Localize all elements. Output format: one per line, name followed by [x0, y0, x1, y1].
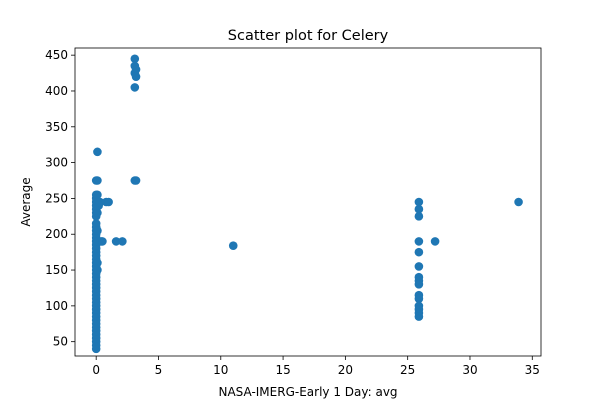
data-point	[111, 237, 121, 246]
y-tick-label: 200	[45, 227, 68, 241]
data-point	[93, 265, 102, 275]
x-tick-label: 15	[275, 363, 290, 377]
x-axis-ticks: 0 5 10 15 20 25 30 35	[92, 356, 540, 377]
data-point	[93, 147, 102, 157]
data-point	[130, 83, 140, 92]
x-tick-label: 25	[400, 363, 415, 377]
y-axis-ticks: 50 100 150 200 250 300 350 400 450	[45, 48, 75, 349]
data-point	[414, 197, 424, 207]
x-tick-label: 35	[525, 363, 540, 377]
y-tick-label: 100	[45, 299, 68, 313]
y-tick-label: 450	[45, 48, 68, 62]
data-point	[93, 226, 102, 235]
x-tick-label: 30	[462, 363, 477, 377]
y-tick-label: 400	[45, 84, 68, 98]
chart-title: Scatter plot for Celery	[228, 28, 389, 44]
x-axis-label: NASA-IMERG-Early 1 Day: avg	[218, 385, 397, 399]
y-tick-label: 150	[45, 263, 68, 277]
data-point	[414, 280, 424, 289]
data-point	[98, 237, 107, 246]
data-points	[91, 54, 523, 354]
data-point	[130, 54, 140, 64]
data-point	[131, 65, 141, 74]
x-tick-label: 5	[155, 363, 163, 377]
data-point	[131, 72, 141, 81]
y-axis-label: Average	[19, 177, 33, 226]
y-tick-label: 300	[45, 156, 68, 170]
x-tick-label: 10	[213, 363, 228, 377]
data-point	[118, 237, 127, 246]
data-point	[430, 237, 440, 246]
y-tick-label: 250	[45, 191, 68, 205]
data-point	[414, 312, 424, 321]
data-point	[95, 197, 105, 207]
data-point	[93, 258, 102, 268]
data-point	[414, 294, 424, 303]
data-point	[131, 176, 141, 185]
data-point	[514, 197, 523, 207]
data-point	[228, 241, 238, 250]
data-point	[414, 237, 424, 246]
data-point	[414, 247, 424, 257]
plot-area-frame	[74, 47, 542, 357]
x-tick-label: 20	[338, 363, 353, 377]
data-point	[414, 262, 424, 271]
data-point	[93, 176, 102, 185]
data-point	[414, 204, 424, 214]
data-point	[91, 219, 101, 228]
data-point	[104, 197, 113, 207]
y-tick-label: 50	[53, 335, 68, 349]
data-point	[93, 208, 102, 218]
data-point	[414, 212, 424, 221]
data-point	[93, 190, 102, 200]
y-tick-label: 350	[45, 120, 68, 134]
x-tick-label: 0	[92, 363, 100, 377]
